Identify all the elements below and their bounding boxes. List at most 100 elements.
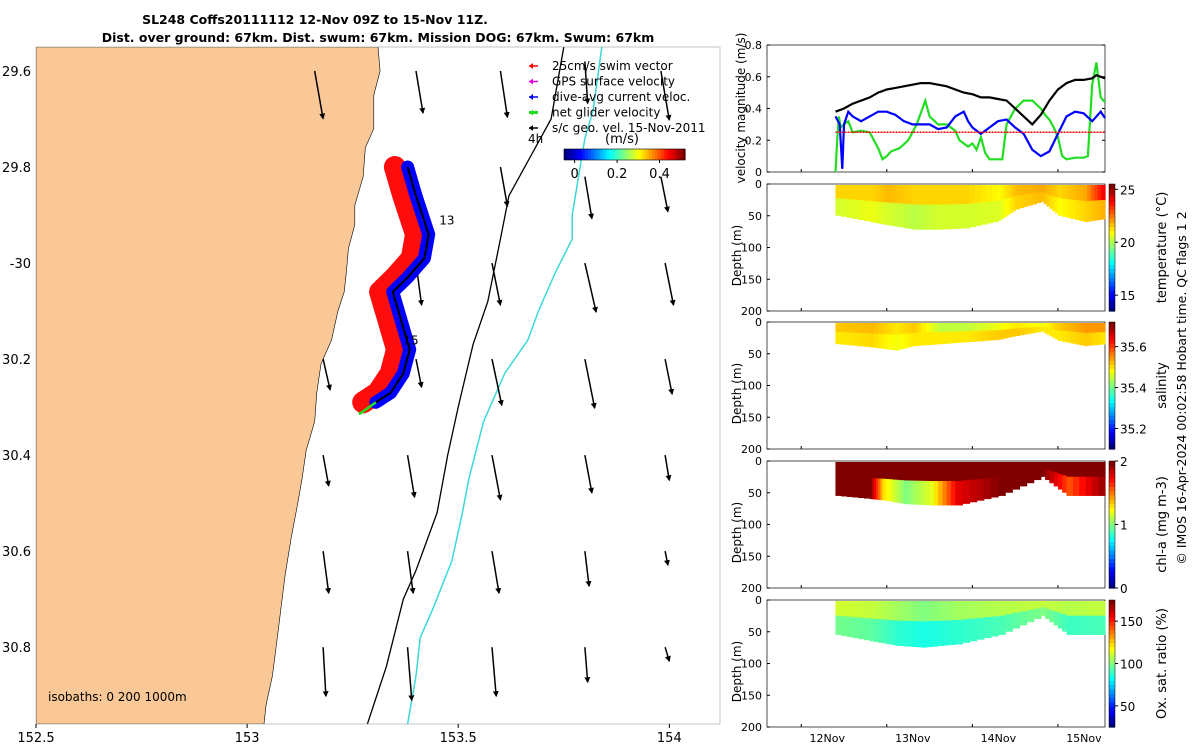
profile-cell — [1062, 185, 1068, 200]
profile-cell — [878, 185, 882, 203]
profile-cell — [878, 333, 884, 349]
current-vector-arrow — [499, 70, 510, 119]
colorbar-swatch — [669, 149, 674, 160]
profile-cell — [903, 601, 909, 622]
profile-cell — [980, 185, 988, 204]
profile-colorbar-swatch — [1109, 722, 1115, 728]
profile-colorbar-swatch — [1109, 516, 1115, 521]
profile-cell — [1019, 462, 1028, 474]
profile-cell — [998, 323, 1002, 332]
profile-cell — [1094, 332, 1099, 346]
profile-cell — [1040, 468, 1046, 477]
colorbar-swatch — [642, 149, 647, 160]
profile-cell — [1057, 323, 1063, 332]
profile-cell — [863, 185, 871, 202]
colorbar-tick-label: 0.4 — [649, 167, 670, 182]
profile-cell — [1062, 462, 1068, 477]
profile-colorbar-swatch — [1109, 217, 1115, 223]
profile-cell — [1043, 327, 1048, 334]
profile-colorbar-swatch — [1109, 419, 1115, 425]
profile-cell — [983, 617, 992, 639]
map-x-ticks: 152.5 153 153.5 154 — [17, 724, 682, 746]
profile-cell — [1097, 332, 1103, 345]
profile-cell — [1027, 185, 1033, 195]
time-tick-label: 15Nov — [1066, 732, 1102, 745]
profile-cell — [932, 601, 939, 622]
map-y-tick-label: 30.8 — [2, 641, 31, 656]
profile-cell — [858, 617, 865, 640]
profile-colorbar-swatch — [1109, 209, 1115, 215]
time-tick-label: 12Nov — [809, 732, 845, 745]
profile-cell — [846, 323, 854, 334]
profile-cell — [891, 334, 896, 351]
swim-vector-band — [352, 156, 427, 414]
profile-cell — [921, 480, 926, 506]
profile-colorbar-swatch — [1109, 473, 1115, 479]
profile-colorbar-swatch — [1109, 667, 1115, 673]
profile-cell — [863, 618, 871, 641]
profile-cell — [950, 185, 956, 206]
profile-cell — [886, 479, 891, 502]
profile-cell — [929, 323, 935, 334]
profile-cell — [886, 185, 892, 204]
profile-cell — [869, 323, 875, 335]
profile-colorbar-tick-label: 35.2 — [1120, 423, 1147, 437]
profile-colorbar-frame — [1108, 183, 1116, 312]
profile-colorbar-swatch — [1109, 705, 1115, 711]
profile-cell — [878, 601, 884, 621]
profile-cell — [990, 601, 999, 618]
profile-cell — [1026, 462, 1035, 473]
profile-cell — [969, 323, 976, 332]
legend-label: GPS surface velocity — [552, 75, 675, 89]
profile-cell — [1040, 323, 1045, 328]
profile-cell — [1087, 200, 1092, 222]
profile-cell — [908, 462, 914, 482]
chart-title-line2: Dist. over ground: 67km. Dist. swum: 67k… — [102, 30, 655, 45]
profile-cell — [1062, 601, 1068, 616]
profile-y-tick-label: 100 — [741, 242, 762, 255]
profile-cell — [1066, 601, 1074, 617]
profile-cell — [876, 462, 879, 480]
legend-arrowhead — [529, 63, 533, 69]
profile-cell — [921, 621, 928, 648]
profile-cell — [899, 620, 905, 647]
profile-cell — [1079, 332, 1085, 346]
profile-cell — [873, 478, 877, 500]
profile-colorbar-swatch — [1109, 638, 1115, 643]
profile-colorbar-tick-label: 2 — [1120, 455, 1128, 469]
colorbar-swatch — [603, 149, 607, 160]
profile-cell — [1012, 328, 1016, 337]
profile-cell — [921, 462, 926, 482]
profile-colorbar-swatch — [1109, 368, 1115, 374]
profile-colorbar-label: temperature (°C) — [1155, 192, 1170, 304]
profile-cell — [955, 462, 963, 483]
net-glider-velocity-arrow — [358, 401, 377, 416]
profile-colorbar-swatch — [1109, 406, 1115, 412]
profile-cell — [1101, 199, 1106, 220]
profile-y-tick-label: 200 — [741, 443, 762, 456]
profile-colorbar-swatch — [1109, 499, 1115, 504]
profile-cell — [1015, 323, 1021, 330]
profile-cell — [1085, 462, 1093, 478]
profile-colorbar-swatch — [1109, 385, 1115, 391]
profile-cell — [881, 202, 885, 225]
colorbar-swatch — [591, 149, 595, 160]
profile-cell — [873, 323, 879, 335]
colorbar-swatch — [666, 149, 671, 160]
profile-colorbar-swatch — [1109, 629, 1115, 635]
profile-cell — [899, 203, 905, 228]
map-panel: 13 15 152.5 153 153.5 154 29.6 29.8 -30 30.2 30.… — [2, 46, 721, 746]
legend-arrowhead — [529, 94, 533, 100]
profile-cell — [889, 462, 894, 481]
profile-cell — [1000, 199, 1005, 219]
profile-colorbar-label: salinity — [1155, 362, 1170, 409]
profile-colorbar-swatch — [1109, 306, 1115, 312]
profile-colorbar-swatch — [1109, 415, 1115, 420]
profile-colorbar-swatch — [1109, 537, 1115, 543]
current-vector-arrow — [322, 358, 332, 391]
profile-cell — [835, 615, 842, 635]
profile-cell — [1070, 331, 1076, 344]
profile-cell — [863, 200, 871, 222]
profile-cell — [950, 481, 956, 506]
